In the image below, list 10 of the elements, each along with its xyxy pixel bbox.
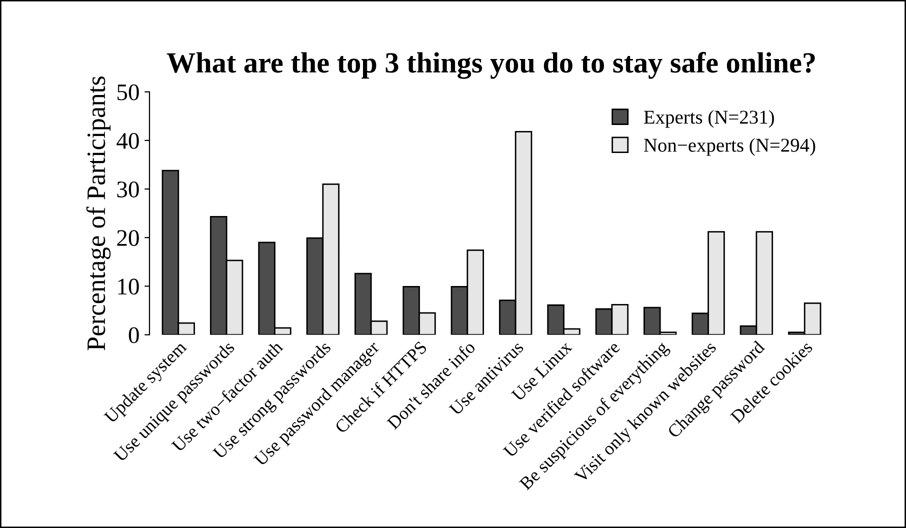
y-tick-label: 0: [128, 327, 139, 344]
y-tick-label: 20: [117, 230, 139, 246]
y-tick-label: 50: [118, 84, 139, 100]
chart-title: What are the top 3 things you do to stay safe online?: [166, 52, 815, 79]
y-axis-title: Percentage of Participants: [86, 76, 111, 350]
y-tick-label: 40: [116, 132, 139, 149]
legend-label: Non−experts (N=294): [644, 138, 816, 156]
legend-label: Experts (N=231): [644, 110, 774, 128]
y-tick-label: 10: [118, 278, 139, 295]
y-tick-label: 30: [117, 182, 139, 198]
